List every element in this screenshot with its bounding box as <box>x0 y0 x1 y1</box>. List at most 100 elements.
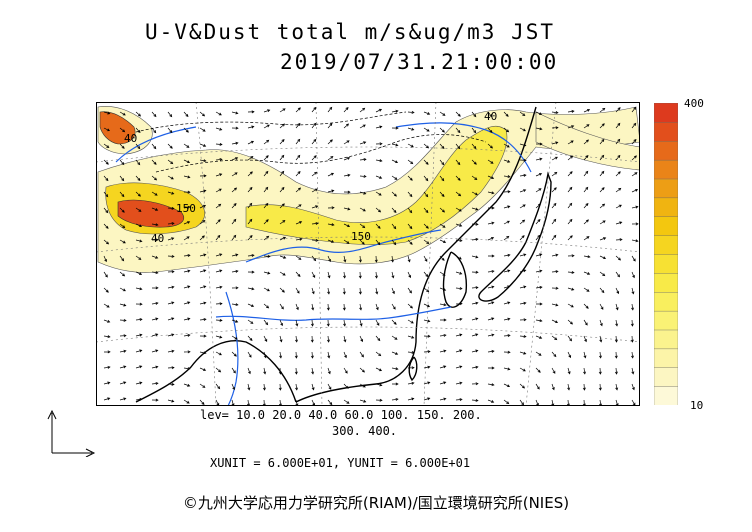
wind-vector <box>439 318 447 322</box>
wind-vector <box>407 271 412 279</box>
wind-vector <box>391 207 397 214</box>
wind-vector <box>471 301 479 305</box>
wind-vector <box>343 383 349 389</box>
wind-vector <box>199 174 207 178</box>
wind-vector <box>359 158 367 162</box>
wind-vector <box>262 383 266 391</box>
wind-vector <box>135 381 143 385</box>
wind-vector <box>439 223 446 228</box>
wind-vector <box>183 301 191 305</box>
wind-vector <box>455 255 462 260</box>
wind-vector <box>231 157 239 161</box>
wind-vector <box>135 239 143 243</box>
wind-vector <box>199 318 207 322</box>
wind-vector <box>151 398 159 402</box>
wind-vector <box>391 367 399 371</box>
colorbar-band <box>654 310 678 331</box>
wind-vector <box>199 334 207 338</box>
wind-vector <box>615 303 619 311</box>
wind-vector <box>295 122 301 129</box>
wind-vector <box>343 173 351 177</box>
wind-vector <box>439 127 445 133</box>
colorbar-band <box>654 197 678 217</box>
wind-vector <box>391 335 398 340</box>
wind-vector <box>359 319 363 327</box>
wind-vector <box>599 138 605 145</box>
wind-vector <box>599 123 605 129</box>
wind-vector <box>295 383 299 391</box>
wind-vector <box>567 383 571 391</box>
wind-vector <box>631 222 639 226</box>
wind-vector <box>327 255 331 263</box>
wind-vector <box>199 111 206 117</box>
wind-vector <box>423 303 431 308</box>
wind-vector <box>279 335 283 343</box>
wind-vector <box>630 319 634 327</box>
wind-vector <box>631 122 637 129</box>
wind-vector <box>519 367 526 372</box>
wind-vector <box>455 127 461 134</box>
wind-vector <box>103 223 109 229</box>
dust-core-northwest-high <box>99 111 136 145</box>
wind-vector <box>247 319 254 324</box>
wind-vector <box>487 175 495 179</box>
wind-vector <box>167 206 175 210</box>
wind-vector <box>583 335 587 343</box>
wind-vector <box>279 123 286 129</box>
wind-vector <box>551 126 559 130</box>
wind-vector <box>279 351 283 359</box>
wind-vector <box>375 335 381 342</box>
wind-vector <box>215 335 223 339</box>
wind-vector <box>407 223 413 230</box>
contour-label: 40 <box>124 132 137 145</box>
wind-vector <box>407 175 413 181</box>
wind-vector <box>135 207 142 212</box>
wind-vector <box>567 270 575 274</box>
wind-vector <box>583 186 589 193</box>
wind-vector <box>375 351 382 357</box>
wind-vector <box>231 234 237 241</box>
wind-vector <box>519 253 527 257</box>
wind-vector <box>103 127 110 132</box>
wind-vector <box>583 236 590 241</box>
wind-vector <box>535 367 541 373</box>
wind-vector <box>583 202 589 209</box>
wind-vector <box>439 271 446 276</box>
wind-vector <box>503 205 511 209</box>
wind-vector <box>407 287 412 294</box>
wind-vector <box>375 319 380 326</box>
wind-vector <box>247 367 251 375</box>
wind-vector <box>615 271 620 278</box>
colorbar <box>654 103 678 405</box>
wind-vector <box>599 107 606 113</box>
wind-vector <box>614 351 618 359</box>
wind-vector <box>311 171 318 177</box>
wind-vector <box>519 383 526 389</box>
wind-vector <box>455 159 461 166</box>
wind-vector <box>151 349 159 353</box>
wind-vector <box>583 124 590 129</box>
wind-vector <box>439 349 447 353</box>
wind-vector <box>135 365 143 369</box>
wind-vector <box>183 190 191 194</box>
wind-vector <box>119 255 125 262</box>
wind-vector <box>279 154 285 161</box>
wind-vector <box>455 398 463 402</box>
wind-vector <box>487 159 494 164</box>
wind-vector <box>103 287 109 293</box>
wind-vector <box>407 350 415 354</box>
wind-vector <box>551 351 557 358</box>
wind-vector <box>535 285 543 289</box>
wind-vector <box>151 175 158 181</box>
wind-vector <box>471 237 479 241</box>
wind-vector <box>359 335 364 343</box>
wind-vector <box>326 303 330 311</box>
wind-vector <box>487 206 495 210</box>
river-irtysh <box>115 126 197 163</box>
wind-vector <box>199 143 207 147</box>
wind-vector <box>247 110 255 114</box>
wind-vector <box>519 351 527 355</box>
wind-vector <box>455 191 462 197</box>
wind-vector <box>551 270 559 274</box>
wind-vector <box>503 220 510 225</box>
